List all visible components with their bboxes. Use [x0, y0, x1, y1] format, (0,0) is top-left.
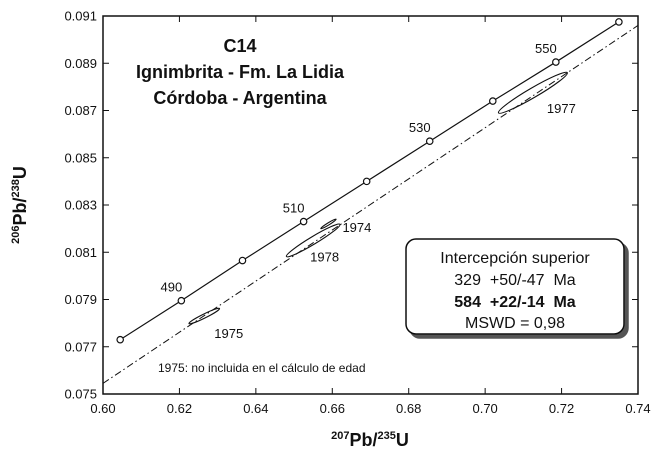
- y-tick-labels: 0.075 0.077 0.079 0.081 0.083 0.085 0.087 0.089…: [64, 9, 97, 402]
- y-tick-label: 0.089: [64, 56, 97, 71]
- ellipse-label-1977: 1977: [547, 101, 576, 116]
- concordia-age-marker: [362, 177, 371, 186]
- inset-heading: Intercepción superior: [440, 250, 590, 267]
- concordia-age-label: 550: [535, 41, 557, 56]
- y-tick-label: 0.087: [64, 103, 97, 118]
- concordia-age-marker: [552, 58, 560, 66]
- x-tick-label: 0.66: [320, 401, 345, 416]
- error-ellipses: [188, 71, 568, 325]
- concordia-age-marker: [488, 97, 497, 105]
- y-tick-label: 0.083: [64, 198, 97, 213]
- axis-ticks: [102, 15, 639, 395]
- x-tick-label: 0.68: [396, 401, 421, 416]
- y-tick-label: 0.079: [64, 292, 97, 307]
- y-axis-label: 206Pb/238U: [10, 166, 30, 244]
- chart-title-unit: Ignimbrita - Fm. La Lidia: [136, 62, 345, 82]
- ellipse-label-1978: 1978: [310, 249, 339, 264]
- error-ellipse-1974: [320, 218, 337, 230]
- error-ellipse-1977: [497, 71, 568, 114]
- error-ellipse-1975: [188, 307, 221, 325]
- y-tick-label: 0.091: [64, 9, 97, 24]
- x-axis-label: 207Pb/235U: [331, 430, 409, 450]
- ellipse-label-1974: 1974: [342, 220, 371, 235]
- x-tick-label: 0.60: [90, 401, 115, 416]
- x-tick-labels: 0.60 0.62 0.64 0.66 0.68 0.70 0.72 0.74: [90, 401, 650, 416]
- inset-lower-intercept: 329 +50/-47 Ma: [454, 272, 576, 289]
- concordia-age-marker: [299, 217, 308, 226]
- concordia-age-markers: [116, 18, 623, 344]
- concordia-age-marker: [116, 335, 124, 344]
- y-tick-label: 0.077: [64, 339, 97, 354]
- concordia-age-marker: [615, 18, 623, 26]
- concordia-age-labels: 490 510 530 550: [160, 41, 556, 295]
- error-ellipse-1978: [285, 223, 341, 258]
- chart-title-location: Córdoba - Argentina: [153, 88, 327, 108]
- concordia-age-marker: [425, 137, 434, 146]
- concordia-age-label: 490: [160, 280, 182, 295]
- ellipse-label-1975: 1975: [214, 326, 243, 341]
- concordia-age-label: 530: [409, 120, 431, 135]
- intercept-result-box: Intercepción superior 329 +50/-47 Ma 584…: [405, 238, 625, 335]
- concordia-age-marker: [238, 256, 247, 265]
- concordia-age-label: 510: [283, 201, 305, 216]
- y-tick-label: 0.075: [64, 387, 97, 402]
- y-tick-label: 0.081: [64, 245, 97, 260]
- x-tick-label: 0.70: [472, 401, 497, 416]
- x-tick-label: 0.64: [243, 401, 268, 416]
- x-tick-label: 0.74: [625, 401, 650, 416]
- exclusion-note: 1975: no incluida en el cálculo de edad: [158, 361, 366, 375]
- y-tick-label: 0.085: [64, 150, 97, 165]
- chart-title-sample: C14: [223, 36, 256, 56]
- x-tick-label: 0.62: [167, 401, 192, 416]
- inset-upper-intercept: 584 +22/-14 Ma: [454, 294, 576, 311]
- inset-mswd: MSWD = 0,98: [465, 315, 565, 332]
- concordia-age-marker: [177, 296, 186, 305]
- x-tick-label: 0.72: [549, 401, 574, 416]
